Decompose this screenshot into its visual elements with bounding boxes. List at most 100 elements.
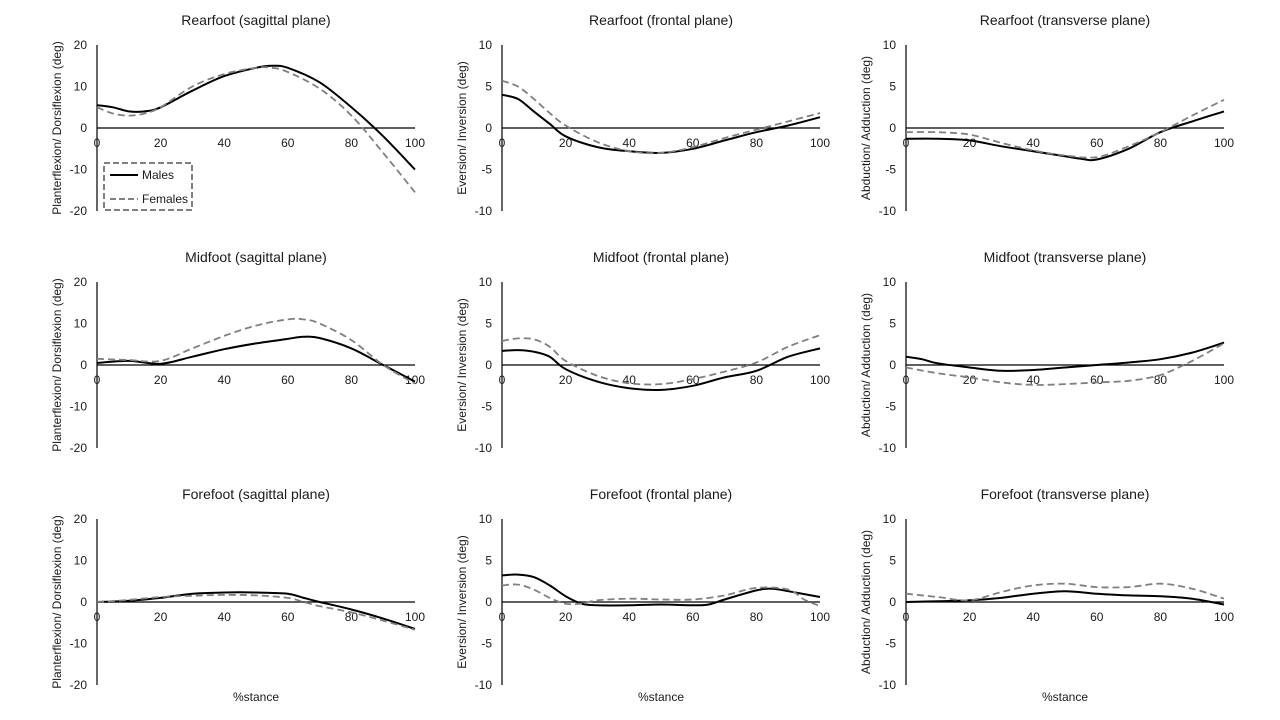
- y-axis-label: Abduction/ Adduction (deg): [859, 293, 873, 437]
- panel-title: Rearfoot (transverse plane): [980, 12, 1150, 28]
- y-tick-label: -5: [885, 163, 896, 177]
- x-tick-label: 80: [750, 373, 764, 387]
- series-line-females: [501, 334, 821, 386]
- x-tick-label: 0: [94, 136, 101, 150]
- x-tick-label: 20: [559, 610, 573, 624]
- x-tick-label: 60: [281, 136, 295, 150]
- y-tick-label: -20: [70, 441, 88, 455]
- series-line-females: [905, 98, 1225, 159]
- chart-panel: Rearfoot (transverse plane) 10 5 0 -5 -10 0 20 4…: [859, 12, 1234, 218]
- x-tick-label: 80: [345, 136, 359, 150]
- x-tick-label: 80: [345, 373, 359, 387]
- y-tick-label: -10: [879, 204, 897, 218]
- x-tick-label: 100: [405, 373, 425, 387]
- x-tick-label: 80: [750, 136, 764, 150]
- y-tick-label: -10: [879, 441, 897, 455]
- x-tick-label: 60: [281, 610, 295, 624]
- x-tick-label: 40: [218, 610, 232, 624]
- y-axis-label: Planterflexion/ Dorsiflexion (deg): [50, 515, 64, 688]
- series-line-females: [905, 342, 1225, 386]
- legend-box: [103, 162, 193, 211]
- y-tick-label: 10: [479, 512, 493, 526]
- x-tick-label: 80: [345, 610, 359, 624]
- x-tick-label: 0: [903, 136, 910, 150]
- y-axis-label: Eversion/ Inversion (deg): [455, 61, 469, 194]
- y-tick-label: 10: [883, 512, 897, 526]
- y-axis-label: Planterflexion/ Dorsiflexion (deg): [50, 278, 64, 451]
- y-tick-label: -20: [70, 204, 88, 218]
- x-tick-label: 20: [559, 373, 573, 387]
- x-tick-label: 0: [94, 610, 101, 624]
- y-tick-label: 5: [889, 317, 896, 331]
- panel-title: Rearfoot (frontal plane): [589, 12, 733, 28]
- y-tick-label: 10: [883, 38, 897, 52]
- y-tick-label: -20: [70, 678, 88, 692]
- y-tick-label: 0: [889, 121, 896, 135]
- series-line-females: [96, 317, 416, 385]
- y-tick-label: 0: [80, 595, 87, 609]
- y-tick-label: -5: [885, 637, 896, 651]
- legend-label: Females: [142, 192, 188, 206]
- y-tick-label: 5: [889, 554, 896, 568]
- y-tick-label: -5: [481, 637, 492, 651]
- series-line-males: [501, 93, 821, 154]
- legend: Males Females: [103, 162, 193, 211]
- x-tick-label: 100: [810, 610, 830, 624]
- x-tick-label: 100: [810, 373, 830, 387]
- y-tick-label: 0: [80, 358, 87, 372]
- series-line-males: [96, 335, 416, 383]
- y-tick-label: 10: [74, 554, 88, 568]
- x-tick-label: 0: [903, 373, 910, 387]
- y-tick-label: 10: [883, 275, 897, 289]
- y-tick-label: -10: [879, 678, 897, 692]
- x-tick-label: 40: [1027, 373, 1041, 387]
- series-line-males: [501, 573, 821, 607]
- series-line-males: [905, 341, 1225, 372]
- x-tick-label: 60: [686, 610, 700, 624]
- x-tick-label: 80: [1154, 373, 1168, 387]
- x-tick-label: 100: [810, 136, 830, 150]
- y-tick-label: -10: [70, 163, 88, 177]
- x-tick-label: 0: [499, 373, 506, 387]
- series-line-females: [501, 583, 821, 607]
- panel-title: Forefoot (transverse plane): [981, 486, 1150, 502]
- x-tick-label: 0: [499, 136, 506, 150]
- panel-title: Rearfoot (sagittal plane): [181, 12, 330, 28]
- x-axis-label: %stance: [233, 690, 279, 704]
- chart-panel: Midfoot (transverse plane) 10 5 0 -5 -10 0 20 40…: [859, 249, 1234, 455]
- panel-title: Midfoot (frontal plane): [593, 249, 729, 265]
- y-axis-label: Eversion/ Inversion (deg): [455, 298, 469, 431]
- x-tick-label: 100: [1214, 373, 1234, 387]
- y-tick-label: 5: [889, 80, 896, 94]
- x-axis-label: %stance: [1042, 690, 1088, 704]
- x-tick-label: 40: [623, 610, 637, 624]
- x-tick-label: 80: [1154, 136, 1168, 150]
- x-tick-label: 60: [1090, 610, 1104, 624]
- y-tick-label: 0: [485, 358, 492, 372]
- y-axis-label: Eversion/ Inversion (deg): [455, 535, 469, 668]
- panel-title: Forefoot (sagittal plane): [182, 486, 330, 502]
- x-axis-label: %stance: [638, 690, 684, 704]
- x-tick-label: 80: [1154, 610, 1168, 624]
- y-tick-label: 10: [74, 80, 88, 94]
- panel-title: Midfoot (sagittal plane): [185, 249, 327, 265]
- y-tick-label: -10: [475, 204, 493, 218]
- y-tick-label: 20: [74, 512, 88, 526]
- y-tick-label: 0: [889, 595, 896, 609]
- y-axis-label: Planterflexion/ Dorsiflexion (deg): [50, 41, 64, 214]
- x-tick-label: 20: [963, 610, 977, 624]
- x-tick-label: 20: [963, 373, 977, 387]
- y-tick-label: 20: [74, 275, 88, 289]
- y-tick-label: 10: [479, 38, 493, 52]
- x-tick-label: 40: [1027, 136, 1041, 150]
- series-line-females: [96, 66, 416, 193]
- x-tick-label: 100: [405, 610, 425, 624]
- chart-panel: Forefoot (frontal plane) 10 5 0 -5 -10 0 20 40 60…: [455, 486, 830, 704]
- x-tick-label: 20: [963, 136, 977, 150]
- panel-title: Midfoot (transverse plane): [984, 249, 1147, 265]
- y-tick-label: 20: [74, 38, 88, 52]
- series-line-males: [96, 64, 416, 171]
- x-tick-label: 40: [623, 373, 637, 387]
